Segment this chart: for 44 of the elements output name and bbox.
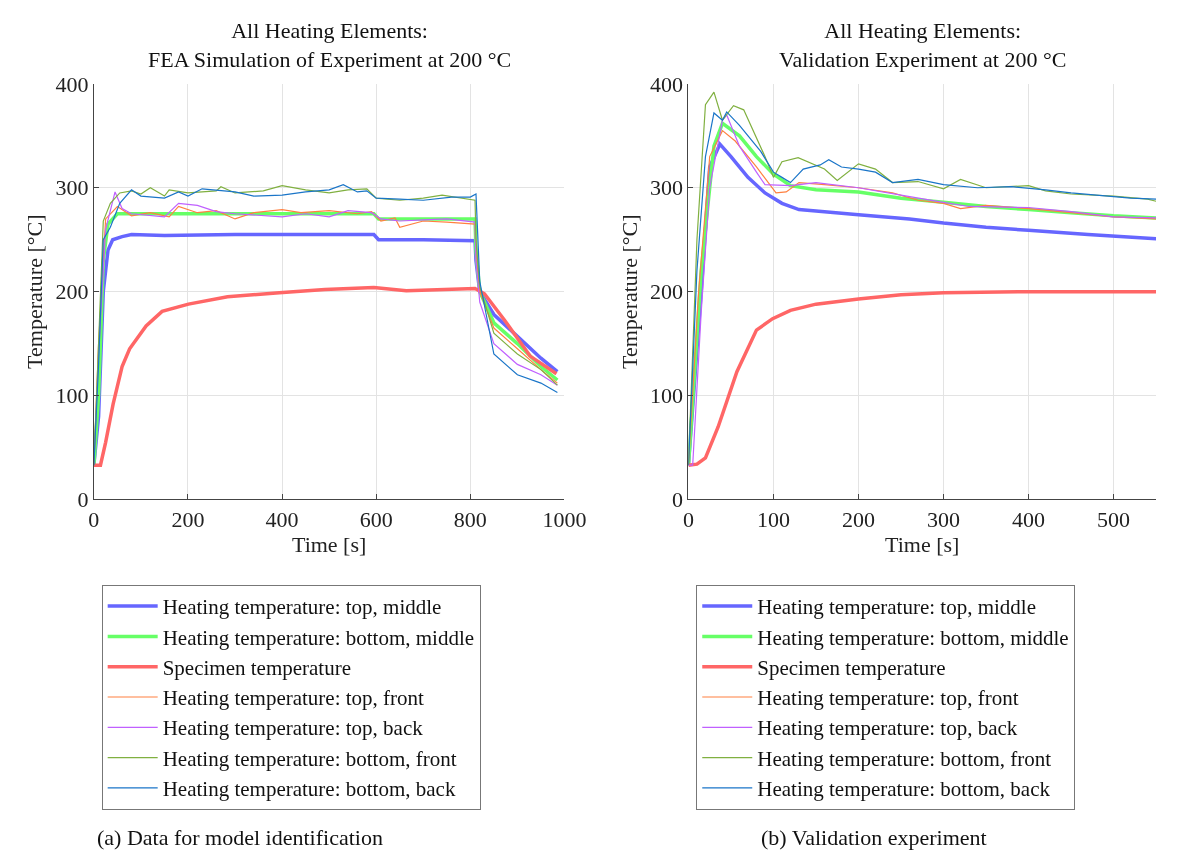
y-tick-label: 400: [55, 71, 89, 97]
y-tick-label: 300: [55, 175, 89, 201]
legend-label: Specimen temperature: [162, 655, 352, 680]
x-tick-label: 400: [1012, 506, 1046, 532]
x-tick-label: 200: [842, 506, 875, 532]
legend-label: Heating temperature: bottom, back: [757, 777, 1051, 802]
x-tick-label: 1000: [542, 506, 587, 532]
x-tick-label: 500: [1097, 506, 1131, 532]
legend-label: Heating temperature: top, middle: [162, 595, 442, 620]
x-tick-label: 100: [756, 506, 790, 532]
legend-label: Heating temperature: bottom, front: [757, 746, 1052, 771]
y-axis-title: Temperature [°C]: [616, 214, 642, 369]
x-axis-title: Time [s]: [291, 531, 367, 557]
chart-title: All Heating Elements: Validation Experiment at 200 °C: [779, 18, 1067, 72]
y-tick-label: 300: [650, 175, 684, 201]
y-tick-label: 200: [55, 279, 89, 305]
legend-label: Heating temperature: top, middle: [757, 595, 1036, 620]
y-tick-label: 100: [650, 383, 684, 409]
line-series: [688, 289, 1157, 467]
chart-title: All Heating Elements: FEA Simulation of Experiment at 200 °C: [148, 18, 512, 72]
y-tick-label: 0: [77, 487, 89, 513]
legend-label: Specimen temperature: [757, 655, 946, 680]
x-tick-label: 200: [171, 506, 205, 532]
y-axis-title: Temperature [°C]: [22, 214, 48, 369]
legend-label: Heating temperature: top, front: [162, 686, 425, 711]
legend-label: Heating temperature: top, back: [162, 716, 424, 741]
x-tick-label: 400: [265, 506, 299, 532]
legend-label: Heating temperature: bottom, middle: [757, 625, 1069, 650]
x-tick-label: 600: [359, 506, 393, 532]
x-tick-label: 800: [453, 506, 487, 532]
line-series: [93, 285, 559, 467]
y-tick-label: 400: [650, 71, 684, 97]
legend-label: Heating temperature: bottom, back: [162, 777, 456, 802]
y-tick-label: 200: [650, 279, 684, 305]
y-tick-label: 0: [672, 487, 684, 513]
legend-label: Heating temperature: top, front: [757, 686, 1019, 711]
y-tick-label: 100: [55, 383, 89, 409]
text: (a) Data for model identification: [97, 825, 383, 850]
x-tick-label: 300: [927, 506, 961, 532]
legend-label: Heating temperature: top, back: [757, 716, 1018, 741]
legend-label: Heating temperature: bottom, front: [162, 746, 457, 771]
text: (b) Validation experiment: [761, 825, 987, 850]
legend-label: Heating temperature: bottom, middle: [162, 625, 475, 650]
x-axis-title: Time [s]: [885, 531, 960, 557]
